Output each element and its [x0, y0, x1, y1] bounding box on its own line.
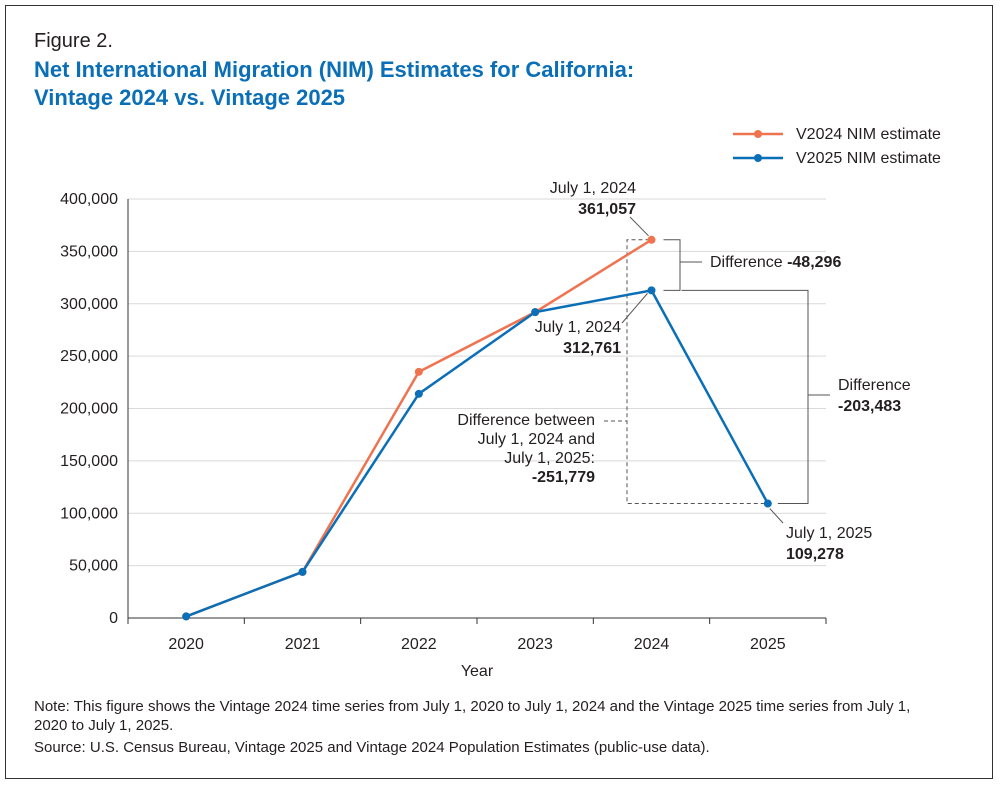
- legend-swatch-dot: [754, 154, 762, 162]
- chart-title-line-2: Vintage 2024 vs. Vintage 2025: [34, 85, 346, 110]
- note-text: Note: This figure shows the Vintage 2024…: [34, 698, 911, 734]
- bracket-v2025-diff: [681, 289, 809, 505]
- annot-v2025-2024-value: 312,761: [563, 340, 621, 357]
- annot-diff-between-line: Difference between: [457, 412, 595, 429]
- annot-diff-v2025-label: Difference: [838, 377, 911, 394]
- x-tick-label: 2022: [401, 636, 437, 653]
- annot-v2024-date: July 1, 2024: [550, 180, 636, 197]
- y-tick-label: 400,000: [60, 191, 118, 208]
- x-tick-label: 2025: [750, 636, 786, 653]
- figure-label: Figure 2.: [34, 30, 113, 52]
- source-text: Source: U.S. Census Bureau, Vintage 2025…: [34, 739, 710, 756]
- data-point: [414, 367, 423, 376]
- annotations: July 1, 2024 361,057 July 1, 2024 312,761 Ju…: [457, 180, 910, 563]
- annot-diff-between-line: July 1, 2024 and: [478, 431, 595, 448]
- annot-diff-between-line: July 1, 2025:: [504, 450, 595, 467]
- x-tick-label: 2020: [168, 636, 204, 653]
- annot-diff-between-value: -251,779: [532, 469, 595, 486]
- figure-notes: Note: This figure shows the Vintage 2024…: [34, 697, 934, 760]
- data-point: [763, 499, 772, 508]
- annot-v2025-2025-value: 109,278: [786, 546, 844, 563]
- annot-diff-v2025-value: -203,483: [838, 398, 901, 415]
- pointer-v2025-2025: [769, 508, 784, 524]
- y-tick-label: 350,000: [60, 243, 118, 260]
- data-point: [298, 567, 307, 576]
- legend: V2024 NIM estimate V2025 NIM estimate: [733, 126, 941, 167]
- y-tick-label: 200,000: [60, 401, 118, 418]
- legend-swatch-dot: [754, 130, 762, 138]
- annot-diff-vintages: Difference -48,296: [710, 254, 841, 271]
- x-axis-label: Year: [461, 663, 494, 680]
- y-tick-label: 250,000: [60, 348, 118, 365]
- axes: 0 50,000 100,000 150,000 200,000 250,000 300,0…: [60, 191, 827, 680]
- grid-lines: [128, 198, 826, 567]
- chart-title: Net International Migration (NIM) Estima…: [34, 56, 834, 112]
- data-point: [182, 612, 191, 621]
- y-tick-label: 100,000: [60, 505, 118, 522]
- pointer-v2025-2024: [621, 293, 648, 324]
- pointer-v2024-2024: [629, 216, 649, 237]
- y-tick-label: 50,000: [69, 558, 118, 575]
- x-tick-label: 2023: [517, 636, 553, 653]
- legend-label: V2025 NIM estimate: [796, 150, 941, 167]
- data-point: [414, 389, 423, 398]
- data-point: [647, 235, 656, 244]
- legend-label: V2024 NIM estimate: [796, 126, 941, 143]
- data-point: [531, 308, 540, 317]
- y-tick-label: 300,000: [60, 296, 118, 313]
- annot-v2025-2024-date: July 1, 2024: [535, 319, 621, 336]
- difference-guides: [604, 216, 830, 524]
- data-point: [647, 286, 656, 295]
- bracket-vintage-diff: [663, 239, 681, 291]
- series-lines: [182, 235, 772, 621]
- x-tick-label: 2021: [285, 636, 321, 653]
- figure-frame: [5, 5, 993, 779]
- x-tick-label: 2024: [634, 636, 670, 653]
- y-tick-label: 0: [109, 610, 118, 627]
- y-tick-label: 150,000: [60, 453, 118, 470]
- annot-v2024-value: 361,057: [578, 201, 636, 218]
- annot-v2025-2025-date: July 1, 2025: [786, 525, 872, 542]
- chart-title-line-1: Net International Migration (NIM) Estima…: [34, 57, 635, 82]
- series-line-v2025: [185, 289, 769, 618]
- dashed-guide-box: [626, 239, 764, 505]
